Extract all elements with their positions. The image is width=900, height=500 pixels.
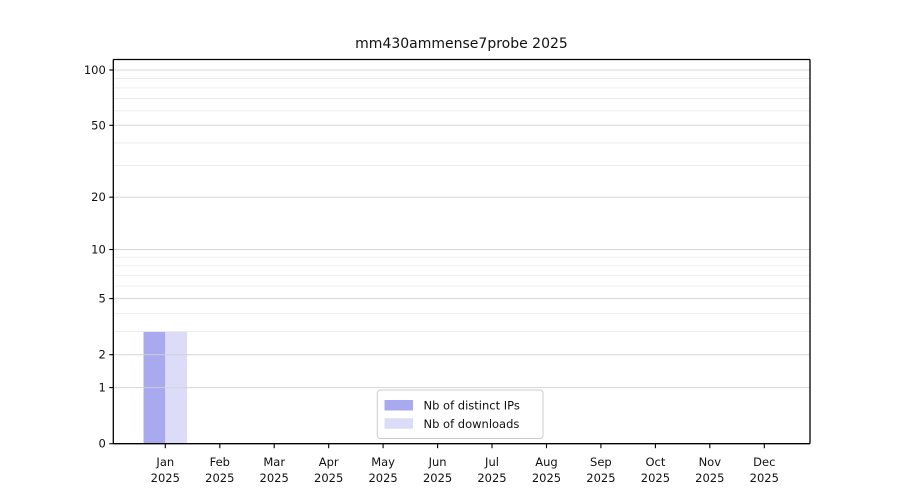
x-tick-year: 2025	[532, 471, 561, 485]
legend-label: Nb of distinct IPs	[424, 399, 520, 413]
x-tick-month: Mar	[263, 455, 285, 469]
x-tick-year: 2025	[423, 471, 452, 485]
legend-swatch-downloads	[384, 418, 413, 429]
x-tick-year: 2025	[641, 471, 670, 485]
x-tick-month: Aug	[535, 455, 557, 469]
y-tick-label: 1	[98, 381, 105, 395]
chart-title: mm430ammense7probe 2025	[355, 36, 568, 52]
x-tick-year: 2025	[368, 471, 397, 485]
x-tick-label: Oct 2025	[641, 455, 670, 485]
x-tick-month: May	[371, 455, 395, 469]
x-tick-year: 2025	[260, 471, 289, 485]
x-tick-year: 2025	[750, 471, 779, 485]
x-tick-year: 2025	[314, 471, 343, 485]
x-tick-label: Aug 2025	[532, 455, 561, 485]
y-tick-label: 5	[98, 292, 105, 306]
y-tick-label: 0	[98, 437, 105, 451]
legend-label: Nb of downloads	[424, 417, 520, 431]
x-tick-label: Sep 2025	[586, 455, 615, 485]
x-tick-label: Jun 2025	[423, 455, 452, 485]
x-tick-month: Feb	[210, 455, 230, 469]
x-tick-month: Dec	[753, 455, 775, 469]
x-tick-label: Jul 2025	[477, 455, 506, 485]
x-tick-month: Sep	[590, 455, 612, 469]
x-tick-month: Jul	[484, 455, 499, 469]
x-tick-year: 2025	[205, 471, 234, 485]
y-gridlines	[113, 69, 810, 389]
x-tick-month: Apr	[319, 455, 339, 469]
y-tick-label: 2	[98, 348, 105, 362]
x-tick-label: May 2025	[368, 455, 397, 485]
x-tick-label: Jan 2025	[151, 455, 180, 485]
y-axis: 0 1 2 5 10 20 50 100	[84, 63, 114, 451]
x-tick-label: Feb 2025	[205, 455, 234, 485]
x-axis: Jan 2025 Feb 2025 Mar 2025 Apr 2025 May 2025 Jun 20…	[151, 443, 779, 485]
axes-spines	[112, 58, 811, 445]
x-tick-label: Nov 2025	[695, 455, 724, 485]
x-tick-label: Apr 2025	[314, 455, 343, 485]
legend-swatch-distinct-ips	[384, 400, 413, 411]
y-tick-label: 10	[91, 243, 106, 257]
legend-box	[376, 389, 544, 439]
x-tick-month: Nov	[699, 455, 722, 469]
y-tick-label: 100	[84, 63, 106, 77]
x-tick-month: Oct	[645, 455, 665, 469]
x-tick-year: 2025	[477, 471, 506, 485]
x-tick-year: 2025	[586, 471, 615, 485]
y-tick-label: 20	[91, 190, 106, 204]
x-tick-month: Jan	[155, 455, 174, 469]
x-tick-month: Jun	[428, 455, 447, 469]
legend: Nb of distinct IPs Nb of downloads	[376, 389, 544, 439]
y-tick-label: 50	[91, 118, 106, 132]
x-tick-year: 2025	[695, 471, 724, 485]
x-tick-label: Dec 2025	[750, 455, 779, 485]
x-tick-year: 2025	[151, 471, 180, 485]
x-tick-label: Mar 2025	[260, 455, 289, 485]
